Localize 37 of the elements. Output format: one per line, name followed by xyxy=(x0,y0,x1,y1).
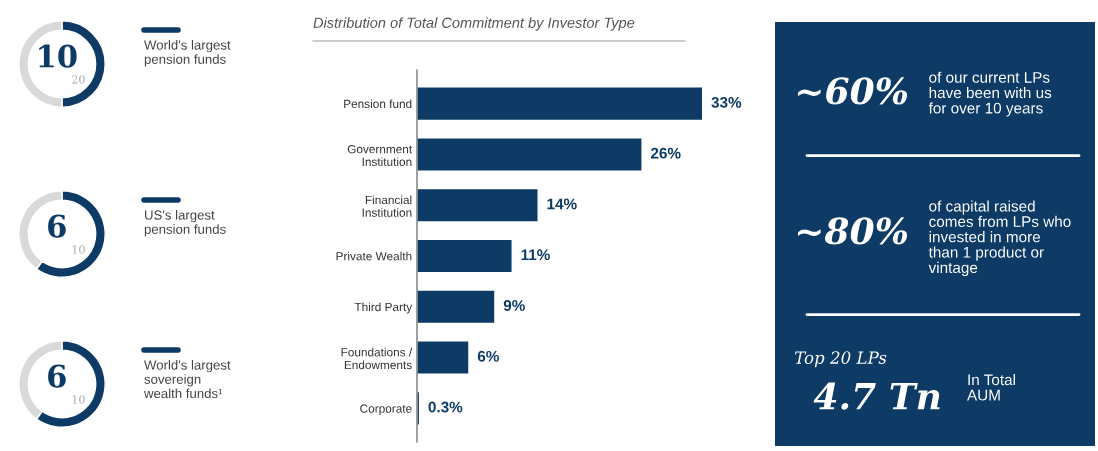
text: 10 xyxy=(39,44,77,68)
data-label: 14% xyxy=(547,198,577,210)
chart-title: Distribution of Total Commitment by Investor Type xyxy=(313,17,635,31)
data-label: 33% xyxy=(711,96,742,108)
y-tick-label: Private Wealth xyxy=(336,251,412,261)
data-label: 9% xyxy=(503,300,525,311)
data-label: 26% xyxy=(650,147,681,159)
text: In Total AUM xyxy=(967,373,1015,401)
y-tick-label: Pension fund xyxy=(344,99,412,109)
y-tick-label: Third Party xyxy=(354,302,413,314)
text: Top 20 LPs xyxy=(794,351,887,368)
text: 20 xyxy=(72,75,85,84)
text: 4.7 Tn xyxy=(813,382,940,410)
y-tick-label: Government Institution xyxy=(347,144,413,167)
bar xyxy=(417,238,513,274)
text: ~60% xyxy=(798,77,908,105)
text: ~80% xyxy=(798,217,908,245)
bar xyxy=(417,86,704,122)
text: US's largest pension funds xyxy=(144,210,226,237)
y-tick-label: Corporate xyxy=(360,404,412,416)
text: of our current LPs have been with us for over 10 years xyxy=(928,71,1052,117)
bar xyxy=(417,340,470,376)
text: 6 xyxy=(48,214,66,238)
bar xyxy=(417,187,539,223)
text: 10 xyxy=(72,395,85,404)
text: 6 xyxy=(48,364,66,388)
text: World's largest sovereign wealth funds¹ xyxy=(143,360,231,399)
bar xyxy=(417,289,496,325)
text: of capital raised comes from LPs who invested in more than 1 product or vintage xyxy=(928,200,1071,277)
y-tick-label: Foundations / Endowments xyxy=(341,347,413,370)
data-label: 0.3% xyxy=(428,401,463,413)
bar xyxy=(417,136,643,172)
text: World's largest pension funds xyxy=(144,40,231,67)
data-label: 11% xyxy=(521,249,550,261)
y-tick-label: Financial Institution xyxy=(362,195,412,217)
text: 10 xyxy=(72,245,85,254)
data-label: 6% xyxy=(477,350,499,362)
